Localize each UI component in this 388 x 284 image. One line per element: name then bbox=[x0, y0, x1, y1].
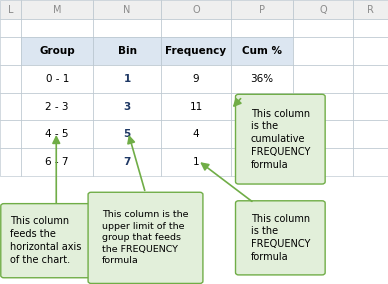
Bar bbox=[231, 148, 293, 176]
Text: 1: 1 bbox=[123, 74, 131, 84]
Text: This column is the
upper limit of the
group that feeds
the FREQUENCY
formula: This column is the upper limit of the gr… bbox=[102, 210, 189, 265]
Bar bbox=[293, 37, 353, 65]
Bar bbox=[231, 19, 293, 37]
Bar bbox=[161, 148, 231, 176]
Text: This column
is the
cumulative
FREQUENCY
formula: This column is the cumulative FREQUENCY … bbox=[251, 108, 310, 170]
Text: 6 - 7: 6 - 7 bbox=[45, 157, 69, 167]
Bar bbox=[0, 19, 21, 37]
Bar bbox=[21, 65, 93, 93]
Text: 9: 9 bbox=[192, 74, 199, 84]
Text: This column
feeds the
horizontal axis
of the chart.: This column feeds the horizontal axis of… bbox=[10, 216, 81, 265]
Text: 3: 3 bbox=[123, 101, 131, 112]
Bar bbox=[231, 120, 293, 148]
Bar bbox=[21, 37, 93, 65]
Text: 96%: 96% bbox=[250, 129, 274, 139]
Text: 11: 11 bbox=[189, 101, 203, 112]
Bar bbox=[231, 65, 293, 93]
FancyBboxPatch shape bbox=[236, 94, 325, 184]
Text: Bin: Bin bbox=[118, 46, 137, 56]
Text: 1: 1 bbox=[192, 157, 199, 167]
Bar bbox=[21, 0, 93, 19]
Bar bbox=[93, 19, 161, 37]
Bar bbox=[231, 37, 293, 65]
Text: 4: 4 bbox=[192, 129, 199, 139]
FancyBboxPatch shape bbox=[1, 204, 90, 278]
Bar bbox=[293, 93, 353, 120]
Bar bbox=[353, 0, 388, 19]
Bar bbox=[161, 37, 231, 65]
Text: R: R bbox=[367, 5, 374, 15]
FancyBboxPatch shape bbox=[88, 192, 203, 283]
Text: 36%: 36% bbox=[250, 74, 274, 84]
Bar bbox=[293, 0, 353, 19]
FancyBboxPatch shape bbox=[236, 201, 325, 275]
Bar bbox=[293, 65, 353, 93]
Text: O: O bbox=[192, 5, 200, 15]
Bar bbox=[21, 120, 93, 148]
Bar bbox=[231, 0, 293, 19]
Text: L: L bbox=[8, 5, 14, 15]
Bar bbox=[353, 120, 388, 148]
Bar bbox=[353, 148, 388, 176]
Bar bbox=[293, 19, 353, 37]
Bar bbox=[161, 19, 231, 37]
Text: 5: 5 bbox=[123, 129, 131, 139]
Bar bbox=[93, 37, 161, 65]
Bar bbox=[21, 93, 93, 120]
Bar bbox=[93, 65, 161, 93]
Bar bbox=[93, 120, 161, 148]
Bar bbox=[21, 148, 93, 176]
Text: N: N bbox=[123, 5, 131, 15]
Text: M: M bbox=[53, 5, 61, 15]
Bar bbox=[293, 120, 353, 148]
Bar bbox=[353, 19, 388, 37]
Text: 100%: 100% bbox=[247, 157, 277, 167]
Bar bbox=[0, 93, 21, 120]
Bar bbox=[161, 120, 231, 148]
Bar bbox=[93, 93, 161, 120]
Text: P: P bbox=[259, 5, 265, 15]
Text: 4 - 5: 4 - 5 bbox=[45, 129, 69, 139]
Bar bbox=[0, 37, 21, 65]
Bar bbox=[0, 120, 21, 148]
Bar bbox=[0, 0, 21, 19]
Bar bbox=[93, 0, 161, 19]
Bar bbox=[0, 148, 21, 176]
Bar bbox=[21, 19, 93, 37]
Text: 80%: 80% bbox=[250, 101, 274, 112]
Text: 0 - 1: 0 - 1 bbox=[45, 74, 69, 84]
Text: 2 - 3: 2 - 3 bbox=[45, 101, 69, 112]
Bar bbox=[293, 148, 353, 176]
Text: Cum %: Cum % bbox=[242, 46, 282, 56]
Bar bbox=[161, 0, 231, 19]
Bar bbox=[93, 148, 161, 176]
Bar bbox=[353, 93, 388, 120]
Bar bbox=[0, 65, 21, 93]
Bar bbox=[231, 93, 293, 120]
Bar bbox=[353, 65, 388, 93]
Text: Q: Q bbox=[319, 5, 327, 15]
Text: This column
is the
FREQUENCY
formula: This column is the FREQUENCY formula bbox=[251, 214, 310, 262]
Bar bbox=[161, 93, 231, 120]
Bar bbox=[161, 65, 231, 93]
Text: Group: Group bbox=[39, 46, 75, 56]
Bar bbox=[353, 37, 388, 65]
Text: Frequency: Frequency bbox=[165, 46, 227, 56]
Text: 7: 7 bbox=[123, 157, 131, 167]
